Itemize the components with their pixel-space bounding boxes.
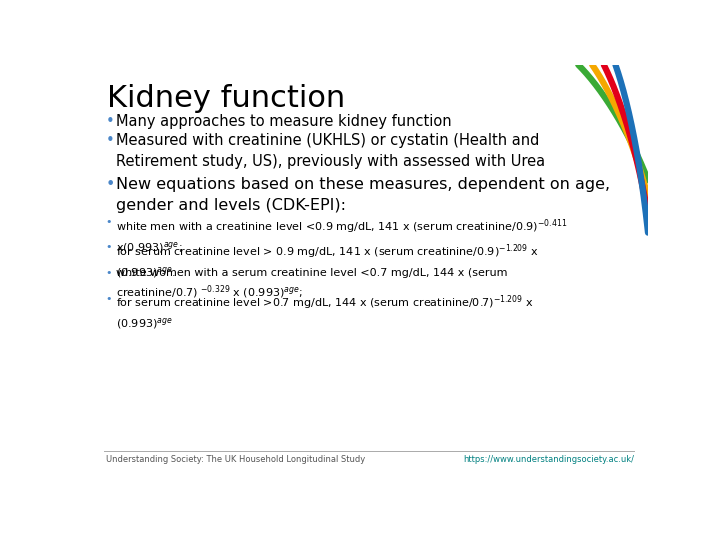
Text: •: • xyxy=(106,242,112,253)
Text: •: • xyxy=(106,268,112,278)
Text: •: • xyxy=(106,114,114,129)
Text: white men with a creatinine level <0.9 mg/dL, 141 x (serum creatinine/0.9)$^{-0.: white men with a creatinine level <0.9 m… xyxy=(116,217,567,255)
Text: white women with a serum creatinine level <0.7 mg/dL, 144 x (serum
creatinine/0.: white women with a serum creatinine leve… xyxy=(116,268,507,301)
Text: Many approaches to measure kidney function: Many approaches to measure kidney functi… xyxy=(116,114,451,129)
Text: •: • xyxy=(106,217,112,227)
Text: Kidney function: Kidney function xyxy=(107,84,346,113)
Text: New equations based on these measures, dependent on age,
gender and levels (CDK-: New equations based on these measures, d… xyxy=(116,177,610,213)
Text: Measured with creatinine (UKHLS) or cystatin (Health and
Retirement study, US), : Measured with creatinine (UKHLS) or cyst… xyxy=(116,132,545,168)
Text: for serum creatinine level > 0.9 mg/dL, 141 x (serum creatinine/0.9)$^{-1.209}$ : for serum creatinine level > 0.9 mg/dL, … xyxy=(116,242,539,280)
Text: Understanding Society: The UK Household Longitudinal Study: Understanding Society: The UK Household … xyxy=(106,455,365,463)
Text: •: • xyxy=(106,177,115,192)
Text: https://www.understandingsociety.ac.uk/: https://www.understandingsociety.ac.uk/ xyxy=(463,455,634,463)
Text: •: • xyxy=(106,294,112,303)
Text: for serum creatinine level >0.7 mg/dL, 144 x (serum creatinine/0.7)$^{-1.209}$ x: for serum creatinine level >0.7 mg/dL, 1… xyxy=(116,294,534,332)
Text: •: • xyxy=(106,132,114,147)
